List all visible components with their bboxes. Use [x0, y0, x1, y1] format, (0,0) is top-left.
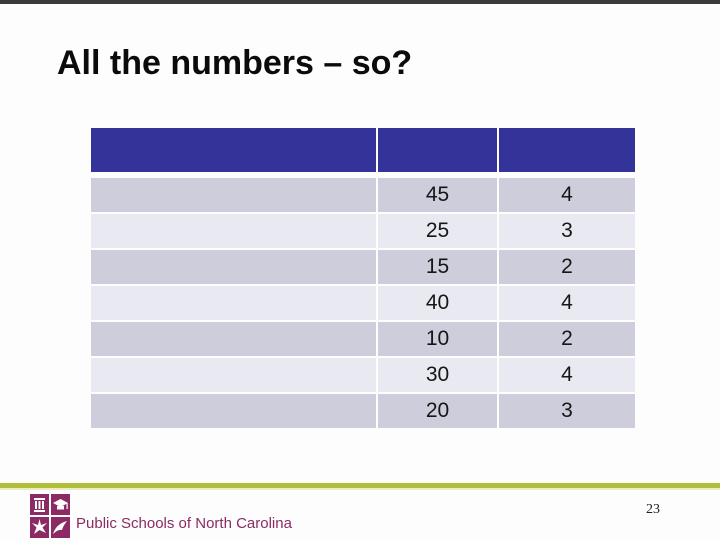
psnc-logo-icon [30, 494, 70, 538]
table-cell-count: 4 [499, 286, 635, 320]
table-cell-label [91, 322, 376, 356]
table-cell-value: 25 [378, 214, 497, 248]
table-cell-label [91, 214, 376, 248]
psnc-logo-text: Public Schools of North Carolina [76, 515, 292, 532]
table-row: 45 4 [91, 178, 635, 212]
table-cell-value: 20 [378, 394, 497, 428]
table-cell-count: 4 [499, 178, 635, 212]
table-cell-label [91, 394, 376, 428]
table-cell-count: 3 [499, 214, 635, 248]
table-header-cell [91, 128, 376, 172]
table-cell-label [91, 358, 376, 392]
table-row: 25 3 [91, 214, 635, 248]
psnc-logo: Public Schools of North Carolina [30, 494, 292, 538]
table-cell-label [91, 178, 376, 212]
table-header-cell [378, 128, 497, 172]
table-cell-value: 45 [378, 178, 497, 212]
footer-accent-line [0, 483, 720, 488]
table-cell-count: 2 [499, 250, 635, 284]
table-header-row [91, 128, 635, 172]
table-row: 10 2 [91, 322, 635, 356]
table-cell-count: 4 [499, 358, 635, 392]
table-cell-count: 3 [499, 394, 635, 428]
numbers-table: 45 4 25 3 15 2 40 4 10 2 30 4 20 3 [91, 128, 635, 430]
footer-accent-line-shadow [0, 488, 720, 490]
table-cell-value: 30 [378, 358, 497, 392]
table-cell-label [91, 286, 376, 320]
table-row: 30 4 [91, 358, 635, 392]
table-cell-value: 15 [378, 250, 497, 284]
table-cell-value: 10 [378, 322, 497, 356]
table-row: 15 2 [91, 250, 635, 284]
table-row: 20 3 [91, 394, 635, 428]
page-number: 23 [646, 502, 660, 517]
top-border-bar [0, 0, 720, 4]
table-row: 40 4 [91, 286, 635, 320]
table-cell-value: 40 [378, 286, 497, 320]
table-header-cell [499, 128, 635, 172]
table-cell-label [91, 250, 376, 284]
table-cell-count: 2 [499, 322, 635, 356]
slide-title: All the numbers – so? [57, 44, 413, 82]
